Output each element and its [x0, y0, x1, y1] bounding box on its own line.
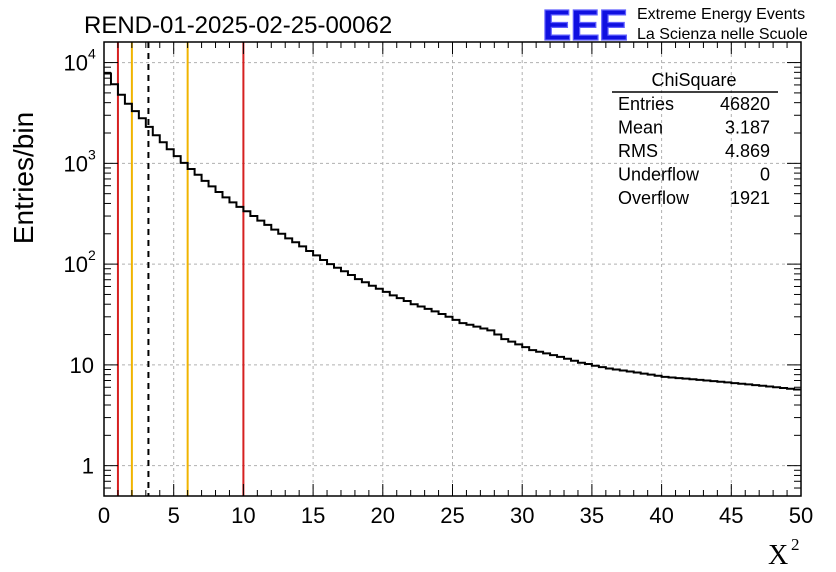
x-axis-ticks	[103, 42, 802, 496]
logo-line2: La Scienza nelle Scuole	[637, 26, 808, 43]
x-axis-label: X 2	[768, 535, 800, 571]
x-tick-label-50: 50	[789, 503, 813, 528]
x-axis-label-superscript: 2	[791, 535, 800, 554]
x-tick-label-20: 20	[371, 503, 395, 528]
y-axis-label: Entries/bin	[8, 112, 39, 244]
x-tick-label-5: 5	[168, 503, 180, 528]
y-tick-label-1: 1	[82, 454, 94, 479]
y-tick-label-exp-100: 2	[88, 247, 96, 263]
stats-value-entries: 46820	[720, 94, 770, 114]
stats-label-rms: RMS	[618, 141, 658, 161]
stats-box: ChiSquare Entries 46820 Mean 3.187 RMS 4.869 U…	[612, 70, 778, 208]
y-axis-ticks	[104, 62, 801, 497]
y-tick-label-10: 10	[70, 353, 94, 378]
logo-line1: Extreme Energy Events	[637, 6, 805, 23]
y-tick-label-10000: 10	[64, 51, 88, 76]
grid	[104, 42, 801, 496]
x-tick-label-45: 45	[719, 503, 743, 528]
stats-label-mean: Mean	[618, 118, 663, 138]
histogram-line	[104, 72, 801, 391]
stats-label-underflow: Underflow	[618, 165, 700, 185]
y-tick-label-1000: 10	[64, 151, 88, 176]
x-tick-label-10: 10	[231, 503, 255, 528]
x-axis-tick-labels: 0 5 10 15 20 25 30 35 40 45 50	[98, 503, 813, 528]
stats-value-overflow: 1921	[730, 188, 770, 208]
chart-title: REND-01-2025-02-25-00062	[84, 12, 392, 39]
stats-value-mean: 3.187	[725, 118, 770, 138]
stats-label-overflow: Overflow	[618, 188, 690, 208]
x-tick-label-15: 15	[301, 503, 325, 528]
x-axis-label-base: X	[768, 540, 788, 571]
y-tick-label-100: 10	[64, 252, 88, 277]
logo-mark: EEE	[542, 1, 627, 50]
stats-value-underflow: 0	[760, 165, 770, 185]
x-tick-label-0: 0	[98, 503, 110, 528]
eee-logo: EEE Extreme Energy Events La Scienza nel…	[541, 0, 808, 50]
y-tick-label-exp-10000: 4	[88, 46, 96, 62]
stats-value-rms: 4.869	[725, 141, 770, 161]
stats-label-entries: Entries	[618, 94, 674, 114]
x-tick-label-40: 40	[649, 503, 673, 528]
x-tick-label-35: 35	[580, 503, 604, 528]
x-tick-label-30: 30	[510, 503, 534, 528]
x-tick-label-25: 25	[440, 503, 464, 528]
y-tick-label-exp-1000: 3	[88, 146, 96, 162]
reference-lines	[116, 42, 245, 496]
stats-box-rows: Entries 46820 Mean 3.187 RMS 4.869 Underflow 0 O…	[618, 94, 770, 208]
stats-box-title: ChiSquare	[651, 70, 736, 90]
